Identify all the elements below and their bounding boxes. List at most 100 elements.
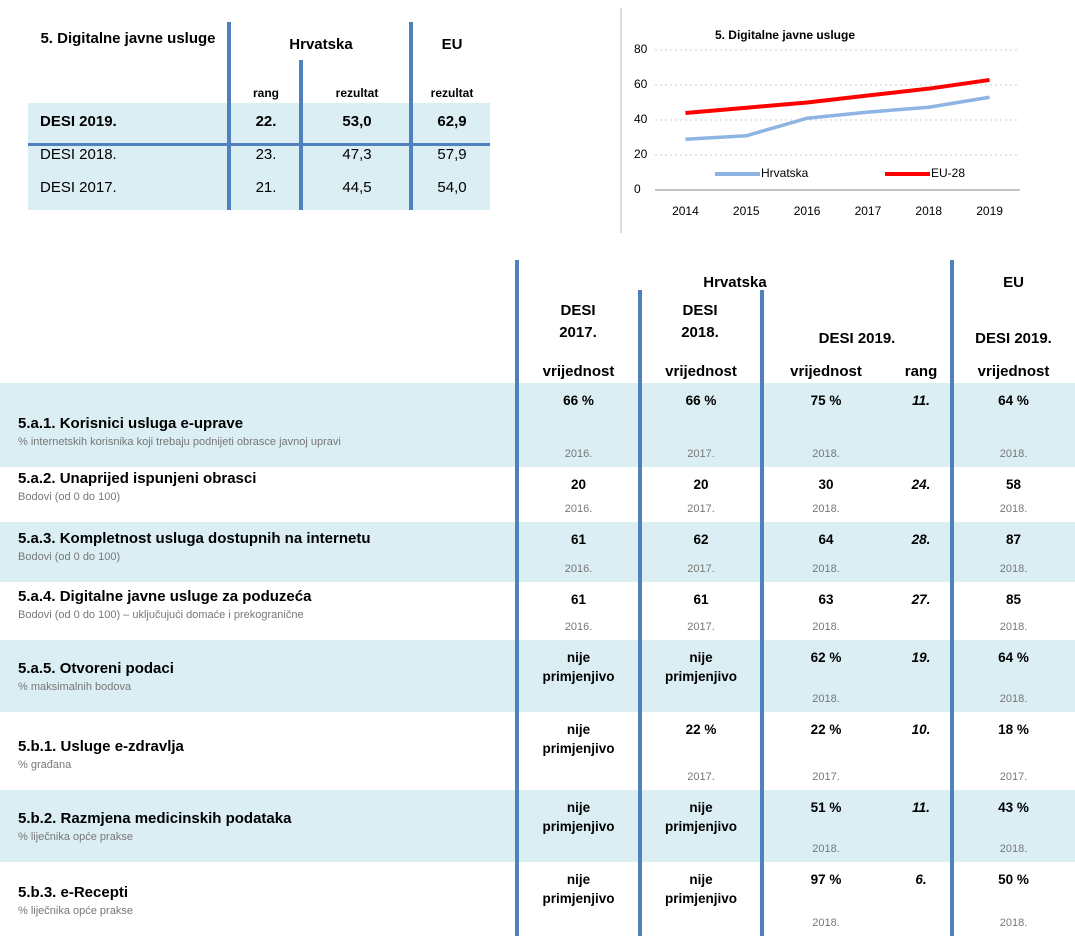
column-rule: [515, 260, 519, 936]
measure-header: vrijednost: [790, 363, 862, 380]
column-rule: [638, 290, 642, 936]
measure-header: vrijednost: [542, 363, 615, 380]
row-title: 5.a.2. Unaprijed ispunjeni obrasci: [18, 470, 257, 487]
column-header: Hrvatska: [703, 274, 767, 291]
y-tick-label: 0: [634, 182, 641, 196]
cell-value: 23.: [255, 146, 277, 163]
period-header: DESI 2019.: [975, 330, 1052, 347]
y-tick-label: 40: [634, 112, 648, 126]
row-title: 5.b.1. Usluge e-zdravlja: [18, 738, 184, 755]
cell-value: 43 %: [998, 800, 1029, 815]
cell-year: 2018.: [999, 563, 1028, 575]
table-title: 5. Digitalne javne usluge: [40, 30, 216, 47]
cell-value: 30: [818, 477, 834, 492]
x-tick-label: 2015: [733, 204, 760, 218]
row-label: DESI 2019.: [40, 113, 117, 130]
row-subtitle: Bodovi (od 0 do 100): [18, 491, 121, 503]
column-rule: [409, 22, 413, 210]
row-subtitle: Bodovi (od 0 do 100) – uključujući domać…: [18, 609, 304, 621]
cell-value: 53,0: [342, 113, 372, 130]
cell-value: 51 %: [810, 800, 842, 815]
row-subtitle: % internetskih korisnika koji trebaju po…: [18, 436, 341, 448]
cell-year: 2018.: [812, 693, 840, 705]
row-subtitle: % maksimalnih bodova: [18, 681, 132, 693]
series-line: [685, 95, 990, 141]
cell-year: 2018.: [999, 917, 1028, 929]
cell-value: nije primjenjivo: [542, 800, 615, 834]
row-subtitle: Bodovi (od 0 do 100): [18, 551, 121, 563]
column-rule: [760, 290, 764, 936]
y-tick-label: 20: [634, 147, 648, 161]
cell-year: 2017.: [687, 621, 715, 633]
cell-value: 57,9: [437, 146, 467, 163]
measure-header: vrijednost: [665, 363, 737, 380]
cell-value: 10.: [911, 722, 931, 737]
cell-year: 2018.: [812, 563, 840, 575]
row-rule: [28, 143, 490, 146]
row-background: [0, 383, 1075, 467]
x-tick-label: 2019: [976, 204, 1003, 218]
cell-value: 61: [570, 592, 587, 607]
cell-value: 62,9: [437, 113, 467, 130]
row-background: [0, 522, 1075, 582]
measure-header: vrijednost: [977, 363, 1050, 380]
cell-year: 2018.: [812, 503, 840, 515]
cell-value: 22 %: [685, 722, 717, 737]
cell-value: 61: [570, 532, 587, 547]
period-header: DESI 2019.: [818, 330, 896, 347]
cell-value: 20: [693, 477, 709, 492]
cell-year: 2018.: [812, 621, 840, 633]
x-tick-label: 2016: [794, 204, 821, 218]
cell-value: 50 %: [998, 872, 1029, 887]
cell-value: 18 %: [998, 722, 1029, 737]
cell-year: 2017.: [687, 503, 715, 515]
cell-value: 62 %: [810, 650, 842, 665]
chart-title: 5. Digitalne javne usluge: [715, 28, 855, 42]
sub-header: rezultat: [430, 86, 474, 100]
column-rule: [227, 22, 231, 210]
cell-value: 11.: [912, 800, 930, 815]
column-header: Hrvatska: [289, 36, 353, 53]
cell-value: 20: [570, 477, 587, 492]
cell-value: 64: [818, 532, 834, 547]
cell-year: 2016.: [564, 503, 593, 515]
cell-year: 2018.: [999, 693, 1028, 705]
cell-year: 2016.: [564, 563, 593, 575]
cell-year: 2018.: [812, 917, 840, 929]
cell-year: 2018.: [999, 503, 1028, 515]
cell-year: 2017.: [687, 448, 715, 460]
row-subtitle: % liječnika opće prakse: [18, 831, 133, 843]
row-subtitle: % liječnika opće prakse: [18, 905, 133, 917]
cell-value: nije primjenjivo: [664, 872, 737, 906]
row-label: DESI 2017.: [40, 179, 117, 196]
cell-value: 63: [818, 592, 834, 607]
chart: 5. Digitalne javne usluge 0 20 40 60 80 2014 20…: [620, 8, 1020, 233]
cell-value: 24.: [911, 477, 931, 492]
cell-value: 64 %: [998, 393, 1029, 408]
row-label: DESI 2018.: [40, 146, 117, 163]
column-rule: [950, 260, 954, 936]
column-header: EU: [441, 36, 463, 53]
column-rule: [299, 60, 303, 210]
cell-year: 2016.: [564, 621, 593, 633]
cell-value: 61: [693, 592, 709, 607]
cell-value: 75 %: [810, 393, 842, 408]
row-title: 5.b.2. Razmjena medicinskih podataka: [18, 810, 292, 827]
table-background: [28, 103, 490, 210]
cell-value: 64 %: [998, 650, 1029, 665]
x-tick-label: 2018: [915, 204, 942, 218]
cell-value: 19.: [911, 650, 931, 665]
cell-year: 2017.: [687, 563, 715, 575]
cell-value: 22.: [255, 113, 277, 130]
cell-year: 2017.: [687, 771, 715, 783]
cell-year: 2017.: [999, 771, 1028, 783]
period-header: DESI 2017.: [559, 302, 597, 341]
cell-value: 21.: [255, 179, 277, 196]
row-subtitle: % građana: [18, 759, 72, 771]
row-title: 5.a.1. Korisnici usluga e-uprave: [18, 415, 244, 432]
cell-value: 97 %: [810, 872, 842, 887]
cell-value: 28.: [911, 532, 931, 547]
cell-value: nije primjenjivo: [542, 872, 615, 906]
cell-year: 2018.: [999, 621, 1028, 633]
